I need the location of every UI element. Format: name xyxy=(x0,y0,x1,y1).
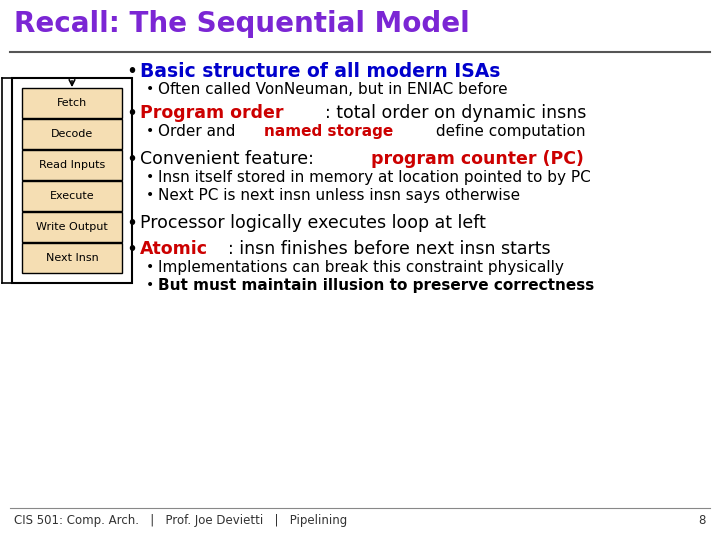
Text: named storage: named storage xyxy=(264,124,393,139)
Bar xyxy=(22,88,122,118)
Text: Read Inputs: Read Inputs xyxy=(39,160,105,170)
Text: Atomic: Atomic xyxy=(140,240,208,258)
Text: Next PC is next insn unless insn says otherwise: Next PC is next insn unless insn says ot… xyxy=(158,188,520,203)
Text: CIS 501: Comp. Arch.   |   Prof. Joe Devietti   |   Pipelining: CIS 501: Comp. Arch. | Prof. Joe Deviett… xyxy=(14,514,347,527)
Text: Recall: The Sequential Model: Recall: The Sequential Model xyxy=(14,10,469,38)
Text: Basic structure of all modern ISAs: Basic structure of all modern ISAs xyxy=(140,62,500,81)
Text: Fetch: Fetch xyxy=(57,98,87,108)
Text: define computation: define computation xyxy=(431,124,585,139)
Text: Decode: Decode xyxy=(51,129,93,139)
Text: Insn itself stored in memory at location pointed to by PC: Insn itself stored in memory at location… xyxy=(158,170,590,185)
Text: •: • xyxy=(126,214,137,233)
Text: Convenient feature:: Convenient feature: xyxy=(140,150,320,168)
Text: : total order on dynamic insns: : total order on dynamic insns xyxy=(325,104,587,122)
Text: •: • xyxy=(126,240,137,259)
Text: But must maintain illusion to preserve correctness: But must maintain illusion to preserve c… xyxy=(158,278,594,293)
Text: •: • xyxy=(146,82,154,96)
Text: •: • xyxy=(126,150,137,169)
Bar xyxy=(12,78,132,283)
Bar xyxy=(22,212,122,242)
Text: Write Output: Write Output xyxy=(36,222,108,232)
Text: •: • xyxy=(146,124,154,138)
Text: Program order: Program order xyxy=(140,104,284,122)
Text: : insn finishes before next insn starts: : insn finishes before next insn starts xyxy=(228,240,550,258)
Text: •: • xyxy=(146,188,154,202)
Text: 8: 8 xyxy=(698,514,706,527)
Text: •: • xyxy=(126,62,137,81)
Bar xyxy=(22,243,122,273)
Text: program counter (PC): program counter (PC) xyxy=(372,150,585,168)
Text: •: • xyxy=(146,260,154,274)
Bar xyxy=(22,181,122,211)
Text: •: • xyxy=(146,170,154,184)
Text: Implementations can break this constraint physically: Implementations can break this constrain… xyxy=(158,260,564,275)
Text: Processor logically executes loop at left: Processor logically executes loop at lef… xyxy=(140,214,486,232)
Text: Next Insn: Next Insn xyxy=(45,253,99,263)
Text: Execute: Execute xyxy=(50,191,94,201)
Bar xyxy=(22,150,122,180)
Text: Often called VonNeuman, but in ENIAC before: Often called VonNeuman, but in ENIAC bef… xyxy=(158,82,508,97)
Text: Order and: Order and xyxy=(158,124,240,139)
Bar xyxy=(22,119,122,149)
Text: •: • xyxy=(126,104,137,123)
Text: •: • xyxy=(146,278,154,292)
